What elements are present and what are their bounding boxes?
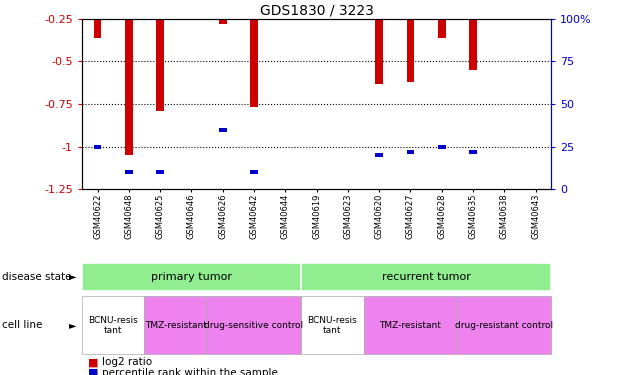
- Text: percentile rank within the sample: percentile rank within the sample: [102, 368, 278, 375]
- Bar: [125, 19, 133, 155]
- Text: log2 ratio: log2 ratio: [102, 357, 152, 368]
- Text: ►: ►: [69, 272, 77, 282]
- Text: disease state: disease state: [2, 272, 71, 282]
- Text: BCNU-resis
tant: BCNU-resis tant: [307, 316, 357, 335]
- Bar: [94, 145, 101, 148]
- Bar: [438, 19, 445, 38]
- Bar: [250, 19, 258, 108]
- Text: recurrent tumor: recurrent tumor: [382, 272, 471, 282]
- Text: cell line: cell line: [2, 320, 42, 330]
- Text: drug-resistant control: drug-resistant control: [455, 321, 553, 330]
- Bar: [469, 19, 477, 70]
- Bar: [406, 150, 415, 154]
- Text: BCNU-resis
tant: BCNU-resis tant: [88, 316, 138, 335]
- Bar: [438, 145, 445, 148]
- Text: primary tumor: primary tumor: [151, 272, 232, 282]
- Bar: [219, 128, 227, 132]
- Text: ■: ■: [88, 357, 99, 368]
- Bar: [94, 19, 101, 38]
- Text: ■: ■: [88, 368, 99, 375]
- Text: ►: ►: [69, 320, 77, 330]
- Bar: [219, 19, 227, 24]
- Text: TMZ-resistant: TMZ-resistant: [379, 321, 442, 330]
- Bar: [469, 150, 477, 154]
- Bar: [250, 170, 258, 174]
- Bar: [156, 170, 164, 174]
- Text: TMZ-resistant: TMZ-resistant: [145, 321, 207, 330]
- Bar: [375, 19, 383, 84]
- Title: GDS1830 / 3223: GDS1830 / 3223: [260, 4, 374, 18]
- Bar: [375, 153, 383, 157]
- Bar: [156, 19, 164, 111]
- Bar: [406, 19, 415, 82]
- Text: drug-sensitive control: drug-sensitive control: [204, 321, 304, 330]
- Bar: [125, 170, 133, 174]
